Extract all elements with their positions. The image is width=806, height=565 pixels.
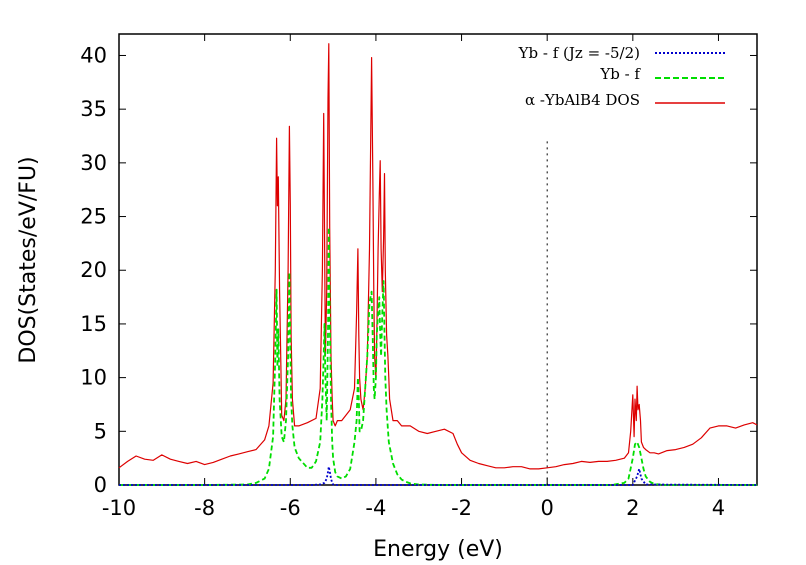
x-tick-label: 2 [626, 496, 639, 520]
series-line-0 [118, 43, 758, 470]
y-tick-label: 5 [94, 419, 107, 443]
x-tick-label: 4 [712, 496, 725, 520]
legend-label-total-dos: α -YbAlB4 DOS [525, 91, 640, 109]
x-tick-label: -10 [102, 496, 136, 520]
y-tick-label: 35 [80, 97, 107, 121]
y-axis-title: DOS(States/eV/FU) [16, 156, 41, 363]
series-group [118, 43, 758, 486]
x-axis-title: Energy (eV) [373, 537, 503, 562]
y-tick-label: 0 [94, 473, 107, 497]
legend-label-ybf: Yb - f [599, 65, 641, 83]
series-line-2 [119, 465, 758, 486]
y-tick-labels: 0 5 10 15 20 25 30 35 40 [80, 43, 107, 497]
y-tick-label: 10 [80, 366, 107, 390]
x-tick-label: 0 [541, 496, 554, 520]
x-tick-label: -4 [365, 496, 386, 520]
legend: Yb - f (Jz = -5/2) Yb - f α -YbAlB4 DOS [518, 44, 725, 109]
axis-ticks [118, 34, 757, 486]
series-line-1 [119, 226, 757, 486]
y-tick-label: 25 [80, 205, 107, 229]
plot-frame [118, 33, 758, 486]
x-tick-label: -6 [280, 496, 301, 520]
x-tick-label: -2 [451, 496, 472, 520]
x-tick-label: -8 [194, 496, 215, 520]
y-tick-label: 20 [80, 258, 107, 282]
legend-label-jz: Yb - f (Jz = -5/2) [518, 44, 640, 62]
y-tick-label: 15 [80, 312, 107, 336]
x-tick-labels: -10 -8 -6 -4 -2 0 2 4 [102, 496, 725, 520]
y-tick-label: 40 [80, 43, 107, 67]
y-tick-label: 30 [80, 151, 107, 175]
